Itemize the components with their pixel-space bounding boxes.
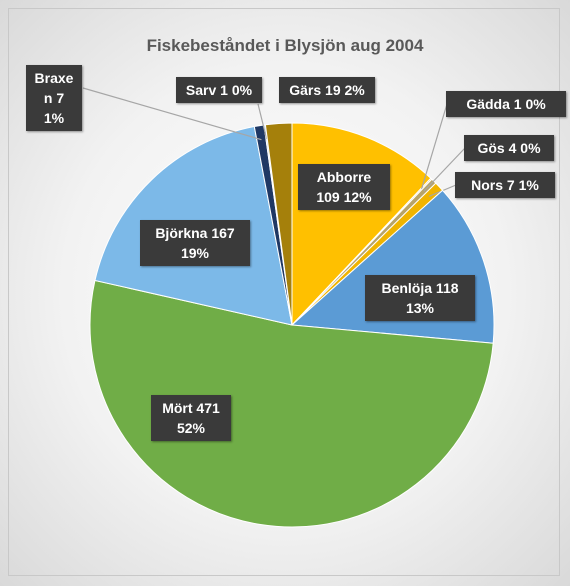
data-label: Sarv 1 0%	[176, 77, 262, 103]
data-label: Nors 7 1%	[455, 172, 555, 198]
pie-slice	[264, 122, 293, 326]
data-label: Benlöja 118 13%	[365, 275, 475, 321]
chart-frame	[8, 8, 560, 576]
pie-slice	[89, 279, 494, 528]
data-label: Abborre 109 12%	[298, 164, 390, 210]
chart-title: Fiskebeståndet i Blysjön aug 2004	[146, 36, 424, 55]
data-label: Björkna 167 19%	[140, 220, 250, 266]
data-label: Gärs 19 2%	[279, 77, 375, 103]
leader-line	[257, 103, 268, 140]
leader-line	[420, 103, 448, 190]
data-label: Braxen 7 1%	[26, 65, 82, 131]
data-label: Gös 4 0%	[464, 135, 554, 161]
data-label: Mört 471 52%	[151, 395, 231, 441]
leader-line	[423, 147, 466, 192]
leader-line	[82, 87, 262, 141]
data-label: Gädda 1 0%	[446, 91, 566, 117]
